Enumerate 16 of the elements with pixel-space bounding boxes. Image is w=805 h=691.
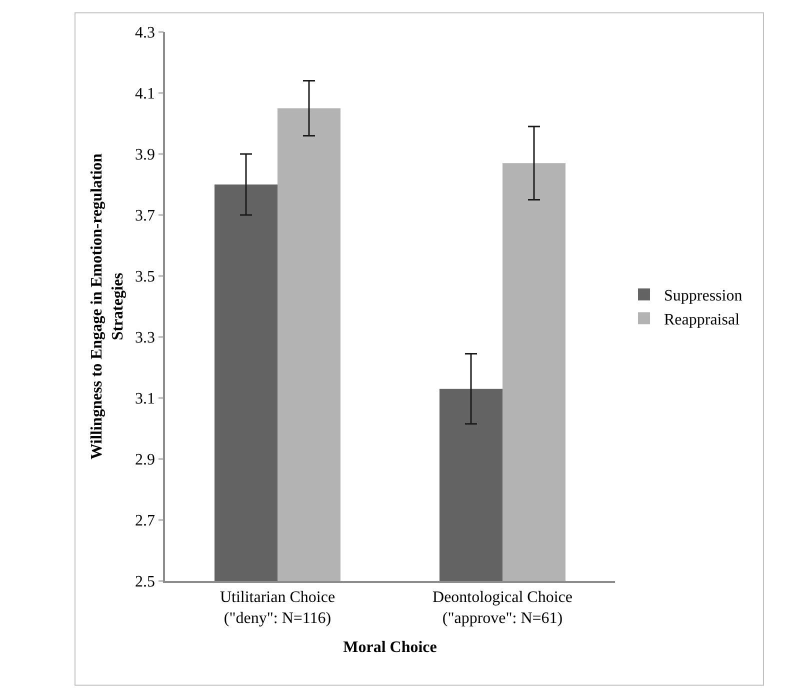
- x-axis-title: Moral Choice: [343, 638, 437, 656]
- legend-label: Reappraisal: [664, 311, 740, 328]
- y-tick-label: 2.9: [135, 452, 156, 469]
- y-tick-label: 3.9: [135, 146, 156, 164]
- y-tick-label: 3.5: [135, 268, 156, 286]
- y-tick-label: 3.7: [135, 208, 156, 225]
- y-tick-label: 3.1: [135, 390, 156, 408]
- x-tick-label: Utilitarian Choice ("deny": N=116): [220, 588, 336, 627]
- y-tick-label: 4.3: [135, 24, 156, 42]
- y-tick-label: 4.1: [135, 86, 156, 103]
- x-tick-label: Deontological Choice ("approve": N=61): [432, 588, 572, 627]
- y-tick-label: 2.5: [135, 574, 156, 591]
- y-tick-label: 3.3: [135, 330, 156, 347]
- y-axis-title: Willingness to Engage in Emotion-regulation Strategies: [88, 153, 126, 460]
- legend-label: Suppression: [664, 288, 742, 305]
- y-tick-label: 2.7: [135, 512, 156, 530]
